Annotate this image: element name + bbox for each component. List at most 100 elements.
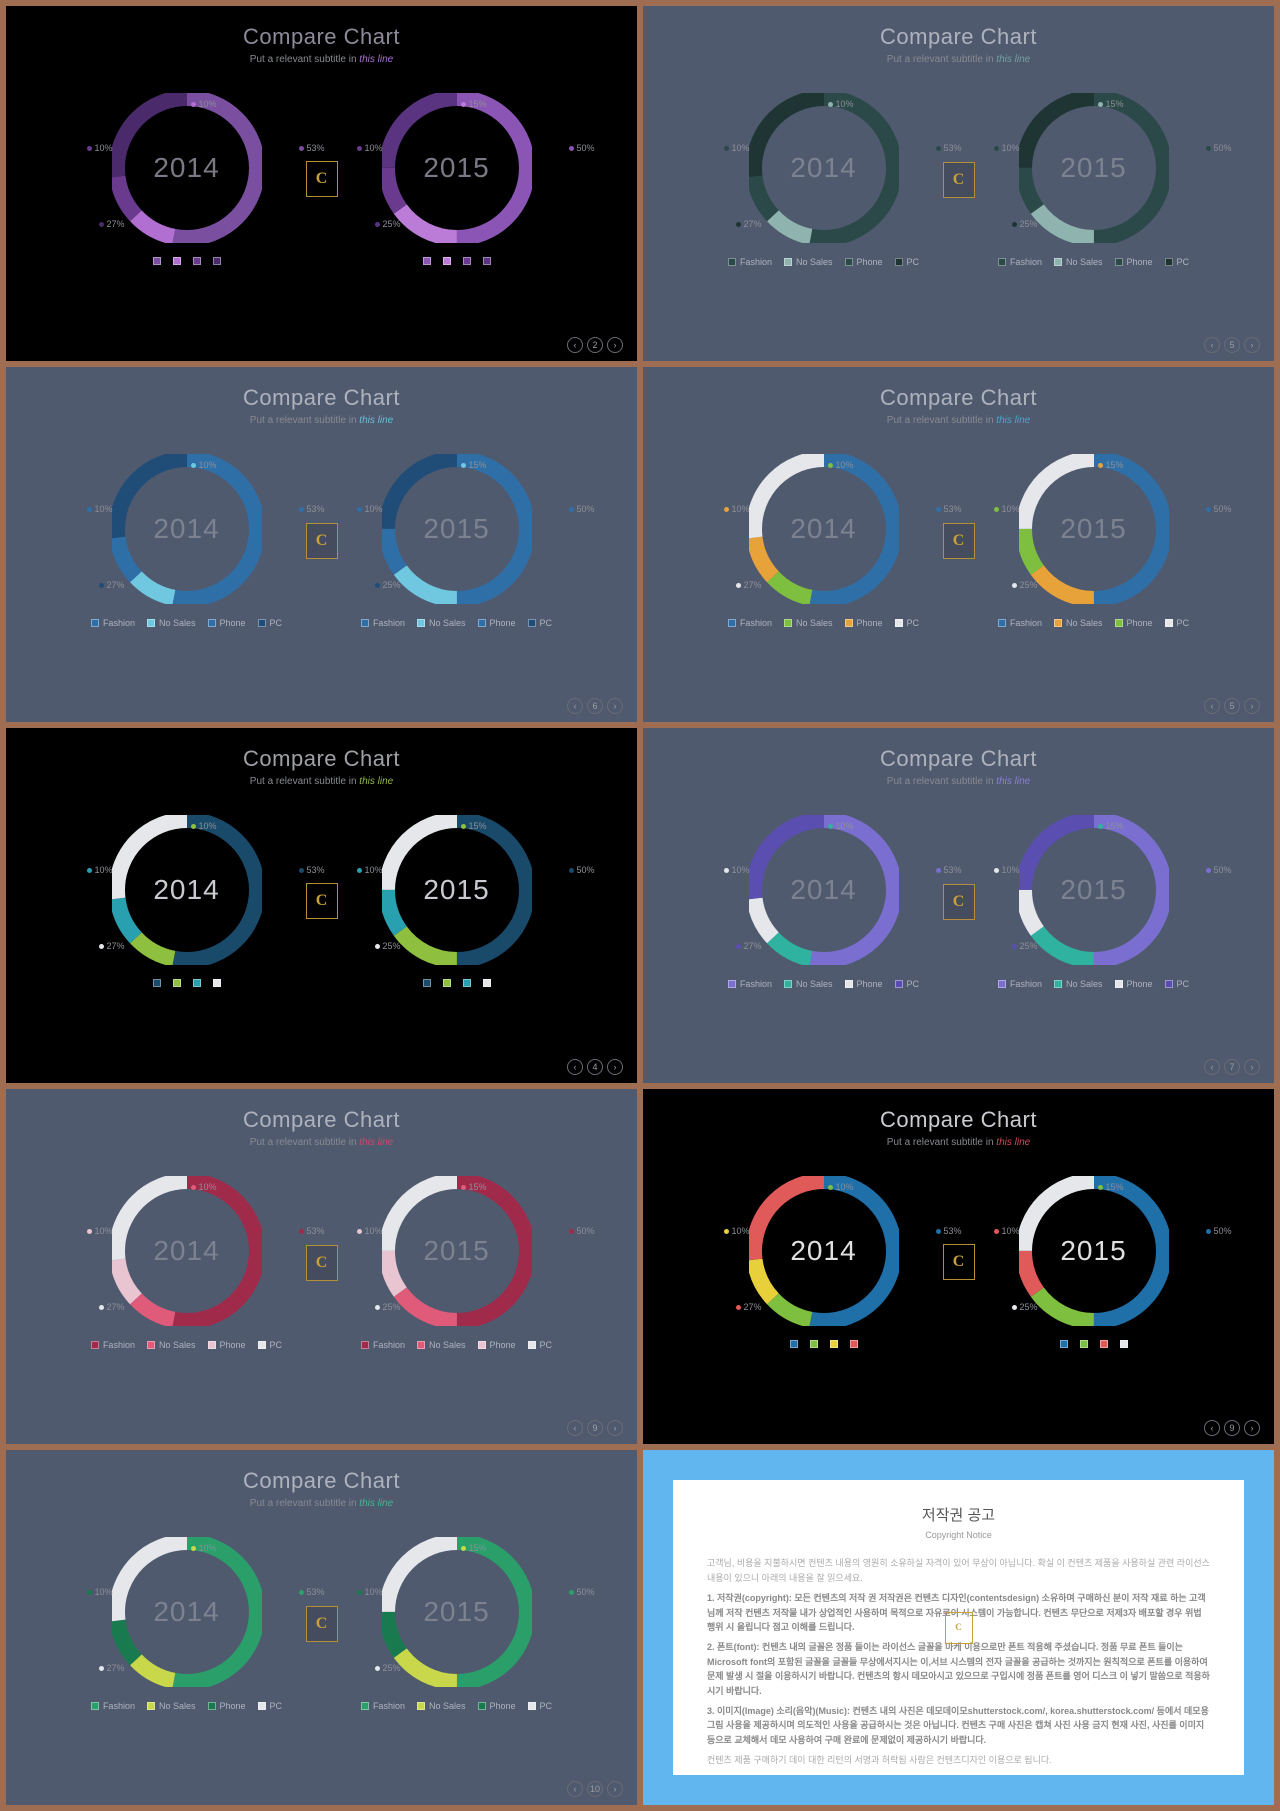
chart-row: 2014 53%10%10%27% FashionNo SalesPhonePC… <box>663 93 1254 267</box>
prev-button[interactable]: ‹ <box>567 698 583 714</box>
slide: Compare Chart Put a relevant subtitle in… <box>643 1089 1274 1444</box>
logo-icon: C <box>306 883 338 919</box>
subtitle-part-a: Put a relevant subtitle in <box>887 54 997 65</box>
next-button[interactable]: › <box>607 1781 623 1797</box>
legend-2015 <box>352 979 562 987</box>
chart-row: 2014 53%10%10%27% C 2015 50%15%25%10% <box>26 93 617 265</box>
next-button[interactable]: › <box>1244 1420 1260 1436</box>
logo-icon: C <box>945 1612 973 1644</box>
chart-2015: 2015 50%15%25%10% FashionNo SalesPhonePC <box>989 815 1199 989</box>
next-button[interactable]: › <box>1244 698 1260 714</box>
chart-2015: 2015 50%15%25%10% FashionNo SalesPhonePC <box>989 93 1199 267</box>
notice-title: 저작권 공고 <box>707 1504 1210 1528</box>
chart-row: 2014 53%10%10%27% C 2015 50%15%25%10% <box>26 815 617 987</box>
subtitle-part-a: Put a relevant subtitle in <box>250 1137 360 1148</box>
pager: ‹ 4 › <box>567 1059 623 1075</box>
subtitle-part-a: Put a relevant subtitle in <box>250 776 360 787</box>
next-button[interactable]: › <box>607 698 623 714</box>
next-button[interactable]: › <box>1244 1059 1260 1075</box>
chart-2015: 2015 50%15%25%10% FashionNo SalesPhonePC <box>352 454 562 628</box>
legend-2014 <box>82 979 292 987</box>
prev-button[interactable]: ‹ <box>1204 1420 1220 1436</box>
logo-icon: C <box>943 523 975 559</box>
next-button[interactable]: › <box>607 1059 623 1075</box>
subtitle-part-b: this line <box>996 415 1030 426</box>
slide: Compare Chart Put a relevant subtitle in… <box>6 728 637 1083</box>
subtitle-part-b: this line <box>359 1137 393 1148</box>
legend-2014: FashionNo SalesPhonePC <box>719 257 929 267</box>
prev-button[interactable]: ‹ <box>1204 1059 1220 1075</box>
pager: ‹ 5 › <box>1204 337 1260 353</box>
chart-row: 2014 53%10%10%27% FashionNo SalesPhonePC… <box>26 1176 617 1350</box>
slide: Compare Chart Put a relevant subtitle in… <box>6 1089 637 1444</box>
prev-button[interactable]: ‹ <box>567 1420 583 1436</box>
chart-2014: 2014 53%10%10%27% FashionNo SalesPhonePC <box>719 93 929 267</box>
chart-2014: 2014 53%10%10%27% FashionNo SalesPhonePC <box>719 815 929 989</box>
next-button[interactable]: › <box>607 1420 623 1436</box>
subtitle-part-a: Put a relevant subtitle in <box>887 415 997 426</box>
slide-title: Compare Chart <box>663 1107 1254 1133</box>
slide-subtitle: Put a relevant subtitle in this line <box>26 776 617 787</box>
slide-subtitle: Put a relevant subtitle in this line <box>26 1498 617 1509</box>
pager: ‹ 9 › <box>567 1420 623 1436</box>
slide-subtitle: Put a relevant subtitle in this line <box>26 415 617 426</box>
legend-2015: FashionNo SalesPhonePC <box>352 618 562 628</box>
notice-p3: 3. 이미지(Image) 소리(음악)(Music): 컨텐츠 내의 사진은 … <box>707 1704 1210 1747</box>
chart-row: 2014 53%10%10%27% FashionNo SalesPhonePC… <box>663 815 1254 989</box>
slide: Compare Chart Put a relevant subtitle in… <box>6 6 637 361</box>
page-number: 5 <box>1224 337 1240 353</box>
subtitle-part-b: this line <box>359 415 393 426</box>
logo-icon: C <box>306 523 338 559</box>
legend-2015: FashionNo SalesPhonePC <box>989 979 1199 989</box>
chart-2015: 2015 50%15%25%10% FashionNo SalesPhonePC <box>352 1176 562 1350</box>
subtitle-part-b: this line <box>359 1498 393 1509</box>
subtitle-part-a: Put a relevant subtitle in <box>250 415 360 426</box>
slide-title: Compare Chart <box>26 24 617 50</box>
chart-row: 2014 53%10%10%27% FashionNo SalesPhonePC… <box>26 1537 617 1711</box>
prev-button[interactable]: ‹ <box>1204 337 1220 353</box>
prev-button[interactable]: ‹ <box>567 337 583 353</box>
pager: ‹ 10 › <box>567 1781 623 1797</box>
logo-icon: C <box>306 1245 338 1281</box>
chart-2015: 2015 50%15%25%10% FashionNo SalesPhonePC <box>352 1537 562 1711</box>
slide-title: Compare Chart <box>26 1468 617 1494</box>
subtitle-part-b: this line <box>996 1137 1030 1148</box>
notice-p2: 2. 폰트(font): 컨텐츠 내의 글꼴은 정품 들이는 라이선스 글꼴을 … <box>707 1640 1210 1698</box>
slide-title: Compare Chart <box>663 24 1254 50</box>
next-button[interactable]: › <box>607 337 623 353</box>
chart-2014: 2014 53%10%10%27% FashionNo SalesPhonePC <box>719 454 929 628</box>
slide: Compare Chart Put a relevant subtitle in… <box>6 1450 637 1805</box>
legend-2015: FashionNo SalesPhonePC <box>989 618 1199 628</box>
slide: Compare Chart Put a relevant subtitle in… <box>6 367 637 722</box>
chart-2014: 2014 53%10%10%27% <box>82 815 292 987</box>
prev-button[interactable]: ‹ <box>567 1781 583 1797</box>
slide-title: Compare Chart <box>663 746 1254 772</box>
chart-2014: 2014 53%10%10%27% FashionNo SalesPhonePC <box>82 1537 292 1711</box>
chart-row: 2014 53%10%10%27% C 2015 50%15%25%10% <box>663 1176 1254 1348</box>
slide: Compare Chart Put a relevant subtitle in… <box>643 6 1274 361</box>
logo-icon: C <box>943 884 975 920</box>
page-number: 5 <box>1224 698 1240 714</box>
legend-2014 <box>82 257 292 265</box>
subtitle-part-a: Put a relevant subtitle in <box>250 1498 360 1509</box>
pager: ‹ 5 › <box>1204 698 1260 714</box>
prev-button[interactable]: ‹ <box>1204 698 1220 714</box>
prev-button[interactable]: ‹ <box>567 1059 583 1075</box>
legend-2014 <box>719 1340 929 1348</box>
notice-p0: 고객님, 비용을 지불하시면 컨텐츠 내용의 영원히 소유하실 자격이 있어 무… <box>707 1556 1210 1585</box>
chart-row: 2014 53%10%10%27% FashionNo SalesPhonePC… <box>663 454 1254 628</box>
slide-subtitle: Put a relevant subtitle in this line <box>26 54 617 65</box>
next-button[interactable]: › <box>1244 337 1260 353</box>
legend-2015: FashionNo SalesPhonePC <box>989 257 1199 267</box>
subtitle-part-b: this line <box>359 54 393 65</box>
pager: ‹ 6 › <box>567 698 623 714</box>
subtitle-part-a: Put a relevant subtitle in <box>887 1137 997 1148</box>
slide-title: Compare Chart <box>663 385 1254 411</box>
chart-2014: 2014 53%10%10%27% FashionNo SalesPhonePC <box>82 1176 292 1350</box>
slide-title: Compare Chart <box>26 1107 617 1133</box>
legend-2014: FashionNo SalesPhonePC <box>82 618 292 628</box>
notice-p4: 컨텐츠 제품 구매하기 데이 대한 리턴의 서명과 허락됨 사람은 컨텐츠디자인… <box>707 1753 1210 1767</box>
page-number: 10 <box>587 1781 603 1797</box>
subtitle-part-b: this line <box>996 54 1030 65</box>
pager: ‹ 7 › <box>1204 1059 1260 1075</box>
